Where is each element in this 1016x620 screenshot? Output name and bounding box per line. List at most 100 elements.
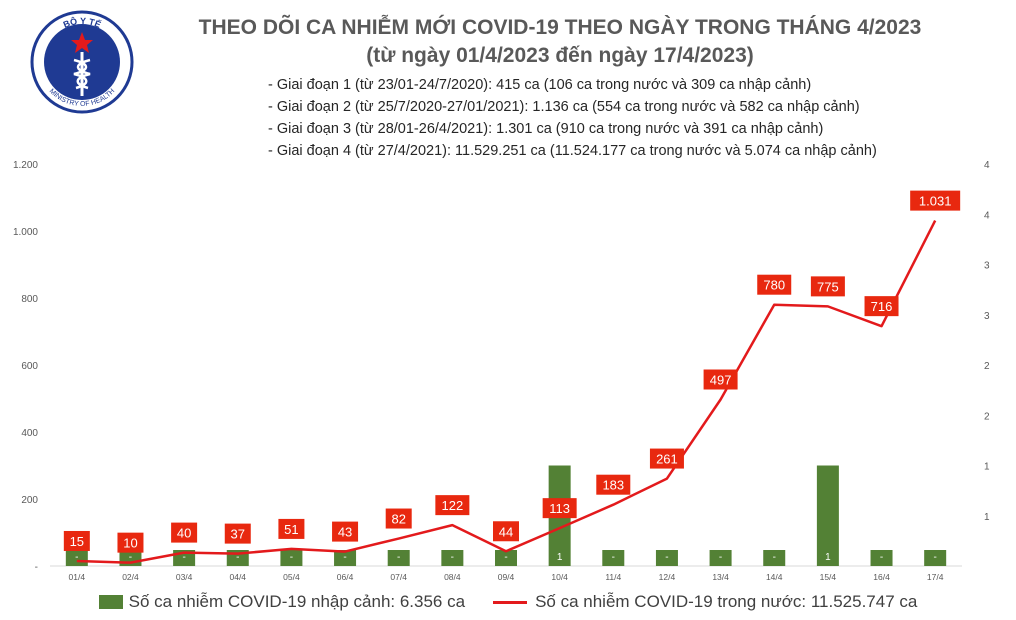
bar-import (816, 465, 839, 566)
x-tick-label: 06/4 (337, 572, 354, 582)
x-tick-label: 17/4 (927, 572, 944, 582)
bar-import (655, 550, 678, 566)
x-tick-label: 14/4 (766, 572, 783, 582)
bar-data-label: - (934, 552, 937, 563)
y-right-tick-label: 1 (984, 512, 990, 523)
y-left-tick-label: 600 (21, 361, 38, 372)
bar-import (763, 550, 786, 566)
legend-item-domestic: Số ca nhiễm COVID-19 trong nước: 11.525.… (493, 592, 917, 612)
bar-import (280, 550, 303, 566)
chart-legend: Số ca nhiễm COVID-19 nhập cảnh: 6.356 ca… (0, 592, 1016, 612)
line-data-label: 775 (817, 279, 839, 294)
bar-data-label: - (75, 552, 78, 563)
bar-data-label: - (236, 552, 239, 563)
line-data-label-box (171, 522, 198, 543)
x-tick-label: 04/4 (229, 572, 246, 582)
chart-title: THEO DÕI CA NHIỄM MỚI COVID-19 THEO NGÀY… (140, 14, 980, 70)
x-tick-label: 02/4 (122, 572, 139, 582)
line-data-label-box (910, 190, 961, 211)
bar-data-label: - (451, 552, 454, 563)
line-data-label: 82 (391, 512, 405, 527)
legend-label-domestic: Số ca nhiễm COVID-19 trong nước: 11.525.… (535, 592, 918, 611)
bar-data-label: - (504, 552, 507, 563)
y-right-tick-label: 2 (984, 411, 990, 422)
legend-label-import: Số ca nhiễm COVID-19 nhập cảnh: 6.356 ca (128, 592, 466, 611)
x-tick-label: 16/4 (873, 572, 890, 582)
x-tick-label: 03/4 (176, 572, 193, 582)
phase-note: - Giai đoạn 2 (từ 25/7/2020-27/01/2021):… (268, 99, 860, 115)
y-right-tick-label: 3 (984, 311, 990, 322)
line-data-label: 497 (710, 373, 732, 388)
bar-data-label: - (182, 552, 185, 563)
y-right-tick-label: 2 (984, 361, 990, 372)
line-data-label: 37 (231, 527, 245, 542)
line-data-label: 15 (70, 534, 84, 549)
x-tick-label: 11/4 (605, 572, 621, 582)
y-right-tick-label: 1 (984, 462, 990, 473)
line-data-label-box (703, 369, 738, 390)
title-line-1: THEO DÕI CA NHIỄM MỚI COVID-19 THEO NGÀY… (198, 16, 922, 39)
y-left-tick-label: 800 (21, 294, 38, 305)
line-data-label: 43 (338, 525, 352, 540)
line-data-label-box (596, 474, 631, 495)
x-tick-label: 13/4 (712, 572, 729, 582)
x-tick-label: 09/4 (498, 572, 515, 582)
phase-note: - Giai đoạn 1 (từ 23/01-24/7/2020): 415 … (268, 77, 812, 93)
line-data-label-box (864, 296, 899, 317)
line-data-label-box (224, 523, 251, 544)
y-left-tick-label: 1.200 (13, 160, 38, 171)
line-data-label-box (493, 521, 519, 542)
x-tick-label: 15/4 (820, 572, 837, 582)
line-data-label: 1.031 (919, 194, 952, 209)
bar-import (387, 550, 410, 566)
line-domestic (76, 220, 937, 564)
bar-data-label: - (129, 552, 132, 563)
y-left-tick-label: 1.000 (13, 227, 38, 238)
line-data-label-box (649, 448, 684, 469)
legend-swatch-line (493, 600, 528, 604)
line-data-label-box (385, 508, 412, 529)
line-data-label: 716 (871, 299, 893, 314)
x-tick-label: 12/4 (659, 572, 676, 582)
line-data-label: 51 (284, 522, 298, 537)
bar-import (495, 550, 517, 566)
line-data-label: 113 (549, 501, 570, 516)
bar-data-label: - (665, 552, 668, 563)
line-data-label-box (435, 495, 470, 516)
logo-text-top: BỘ Y TẾ (62, 15, 103, 30)
bar-import (924, 550, 947, 566)
line-data-label: 10 (123, 536, 137, 551)
bar-data-label: 1 (825, 552, 831, 563)
ministry-of-health-logo: BỘ Y TẾ MINISTRY OF HEALTH (30, 10, 134, 114)
bar-data-label: - (612, 552, 615, 563)
phase-note: - Giai đoạn 3 (từ 28/01-26/4/2021): 1.30… (268, 121, 824, 137)
line-data-label-box (810, 276, 845, 297)
y-right-tick-label: 4 (984, 160, 990, 171)
line-data-label-box (757, 274, 792, 295)
bar-data-label: - (290, 552, 293, 563)
legend-item-import: Số ca nhiễm COVID-19 nhập cảnh: 6.356 ca (98, 592, 466, 612)
phase-note: - Giai đoạn 4 (từ 27/4/2021): 11.529.251… (268, 143, 877, 159)
line-data-label: 261 (656, 452, 678, 467)
line-data-label-box (117, 532, 144, 553)
bar-data-label: - (719, 552, 722, 563)
y-left-tick-label: 400 (21, 428, 38, 439)
y-left-tick-label: - (35, 562, 38, 573)
bar-data-label: - (343, 552, 346, 563)
bar-data-label: - (880, 552, 883, 563)
y-right-tick-label: 4 (984, 210, 990, 221)
x-tick-label: 05/4 (283, 572, 300, 582)
y-left-tick-label: 200 (21, 495, 38, 506)
bar-import (334, 550, 357, 566)
bar-data-label: - (397, 552, 400, 563)
line-data-label-box (542, 498, 577, 519)
bar-data-label: 1 (557, 552, 563, 563)
line-data-label: 122 (442, 498, 464, 513)
phase-notes: - Giai đoạn 1 (từ 23/01-24/7/2020): 415 … (268, 74, 877, 162)
line-data-label: 44 (499, 524, 513, 539)
line-data-label: 40 (177, 526, 191, 541)
x-tick-label: 07/4 (390, 572, 407, 582)
line-data-label: 183 (602, 478, 624, 493)
line-data-label-box (332, 521, 359, 542)
